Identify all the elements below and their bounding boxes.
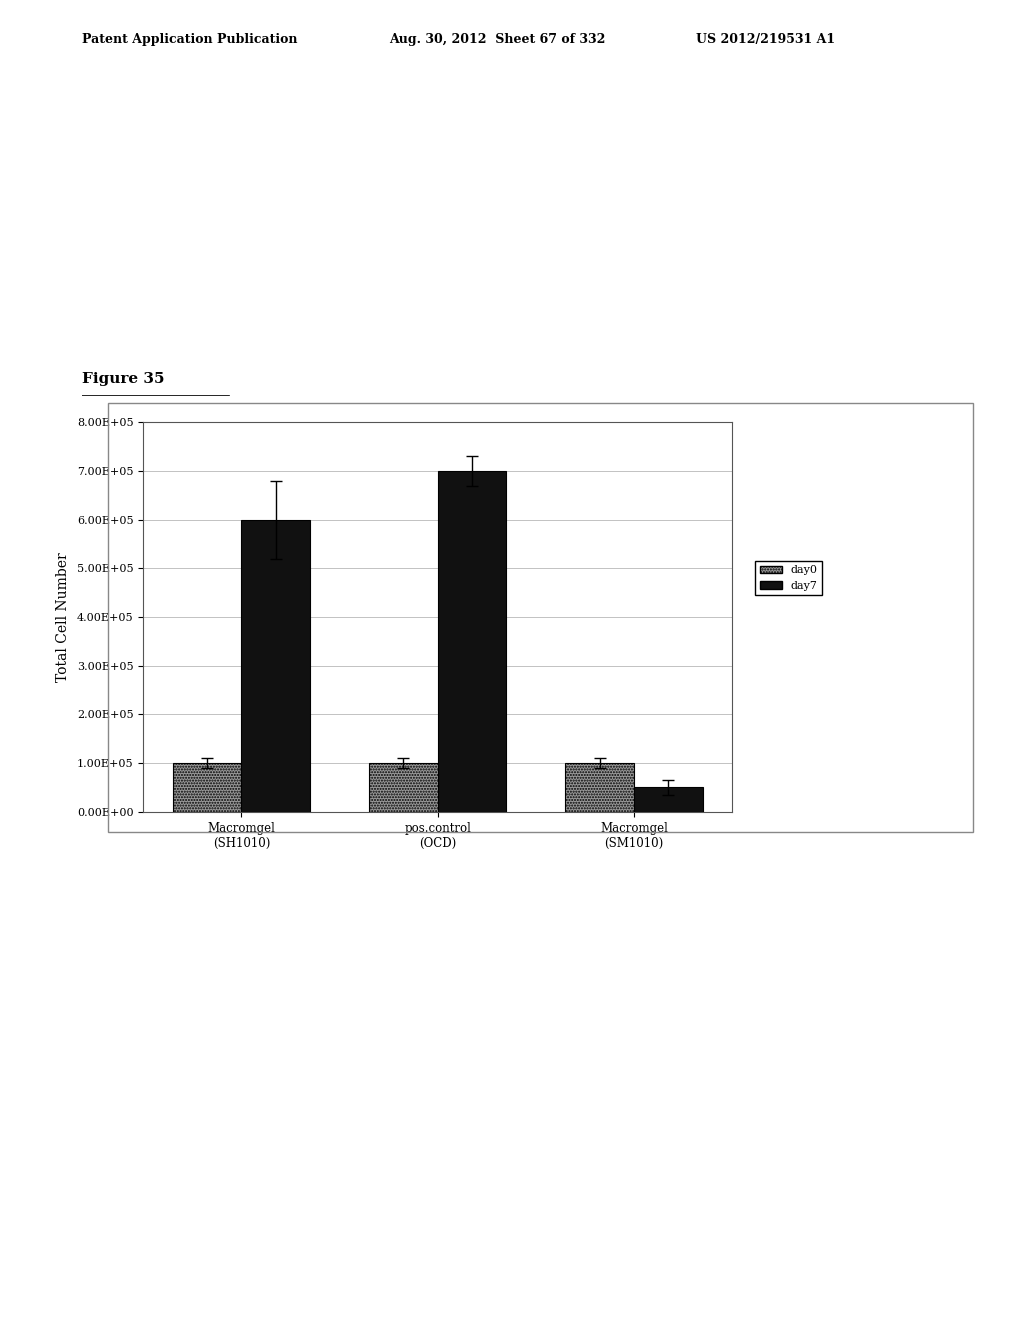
- Bar: [634, 788, 702, 812]
- Bar: [438, 471, 507, 812]
- Text: Aug. 30, 2012  Sheet 67 of 332: Aug. 30, 2012 Sheet 67 of 332: [389, 33, 605, 46]
- Text: US 2012/219531 A1: US 2012/219531 A1: [696, 33, 836, 46]
- Bar: [565, 763, 634, 812]
- Y-axis label: Total Cell Number: Total Cell Number: [56, 552, 70, 682]
- Text: Patent Application Publication: Patent Application Publication: [82, 33, 297, 46]
- Bar: [173, 763, 242, 812]
- Bar: [369, 763, 438, 812]
- Bar: [242, 520, 310, 812]
- Legend: day0, day7: day0, day7: [756, 561, 822, 595]
- Text: Figure 35: Figure 35: [82, 372, 165, 387]
